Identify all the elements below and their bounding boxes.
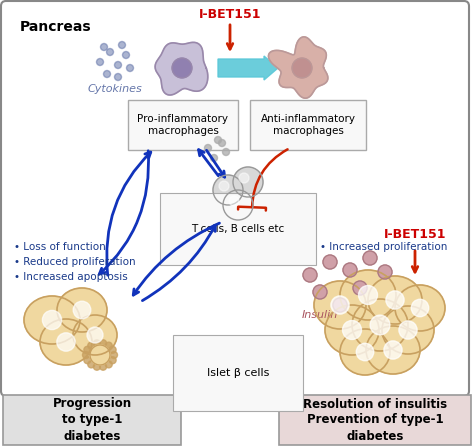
Circle shape: [172, 58, 192, 78]
Circle shape: [118, 42, 126, 49]
Circle shape: [229, 196, 239, 206]
Circle shape: [323, 255, 337, 269]
Circle shape: [343, 263, 357, 277]
Circle shape: [107, 49, 113, 55]
Text: Anti-inflammatory
macrophages: Anti-inflammatory macrophages: [261, 114, 356, 136]
Circle shape: [88, 361, 95, 368]
Polygon shape: [155, 42, 208, 95]
Ellipse shape: [366, 326, 420, 374]
FancyBboxPatch shape: [128, 100, 238, 150]
Circle shape: [233, 167, 263, 197]
Ellipse shape: [340, 329, 390, 375]
Circle shape: [215, 136, 221, 143]
Circle shape: [313, 285, 327, 299]
Circle shape: [222, 148, 229, 156]
Circle shape: [115, 73, 121, 80]
Circle shape: [303, 268, 317, 282]
Ellipse shape: [314, 281, 366, 329]
Circle shape: [213, 175, 243, 205]
Circle shape: [110, 351, 118, 358]
Ellipse shape: [57, 288, 107, 332]
Circle shape: [331, 296, 349, 314]
Circle shape: [127, 64, 134, 72]
Circle shape: [210, 155, 218, 161]
Text: Resolution of insulitis
Prevention of type-1
diabetes: Resolution of insulitis Prevention of ty…: [303, 397, 447, 443]
Circle shape: [82, 351, 90, 358]
Ellipse shape: [352, 299, 408, 351]
Ellipse shape: [368, 276, 422, 324]
Text: Pancreas: Pancreas: [20, 20, 91, 34]
Text: I-BET151: I-BET151: [199, 8, 261, 21]
Text: Cytokines: Cytokines: [88, 84, 143, 94]
Circle shape: [356, 343, 374, 361]
Ellipse shape: [382, 306, 434, 354]
Circle shape: [93, 340, 100, 347]
Circle shape: [100, 340, 107, 347]
Circle shape: [115, 62, 121, 68]
Circle shape: [386, 291, 404, 309]
Circle shape: [73, 301, 91, 319]
FancyBboxPatch shape: [1, 1, 469, 396]
Circle shape: [100, 43, 108, 51]
Circle shape: [358, 286, 377, 304]
Circle shape: [292, 58, 312, 78]
Circle shape: [122, 51, 129, 59]
Polygon shape: [268, 37, 328, 98]
Circle shape: [100, 363, 107, 370]
Text: I-BET151: I-BET151: [384, 228, 446, 241]
Text: • Loss of function
• Reduced proliferation
• Increased apoptosis: • Loss of function • Reduced proliferati…: [14, 242, 136, 282]
Circle shape: [87, 327, 103, 343]
Circle shape: [239, 173, 249, 183]
Circle shape: [411, 299, 429, 317]
Circle shape: [109, 346, 116, 353]
Circle shape: [378, 265, 392, 279]
FancyArrow shape: [218, 56, 278, 80]
Circle shape: [42, 310, 62, 329]
Ellipse shape: [40, 319, 92, 365]
Text: Pro-inflammatory
macrophages: Pro-inflammatory macrophages: [137, 114, 228, 136]
Circle shape: [363, 251, 377, 265]
Circle shape: [103, 71, 110, 77]
Circle shape: [204, 144, 211, 152]
Circle shape: [105, 361, 112, 368]
Circle shape: [88, 342, 95, 349]
Circle shape: [84, 346, 91, 353]
Text: Progression
to type-1
diabetes: Progression to type-1 diabetes: [53, 397, 132, 443]
FancyBboxPatch shape: [250, 100, 366, 150]
Circle shape: [105, 342, 112, 349]
Circle shape: [219, 181, 229, 191]
Text: • Increased proliferation: • Increased proliferation: [320, 242, 447, 252]
Text: Islet β cells: Islet β cells: [207, 368, 269, 378]
Circle shape: [97, 59, 103, 66]
Circle shape: [370, 315, 390, 335]
Ellipse shape: [325, 305, 379, 355]
Circle shape: [90, 345, 110, 365]
Ellipse shape: [340, 270, 396, 320]
Circle shape: [353, 281, 367, 295]
Text: Insulin: Insulin: [302, 310, 338, 320]
FancyBboxPatch shape: [279, 395, 471, 445]
Ellipse shape: [24, 296, 80, 344]
Circle shape: [399, 321, 417, 339]
Text: T cells, B cells etc: T cells, B cells etc: [191, 224, 284, 234]
Circle shape: [93, 363, 100, 370]
Circle shape: [223, 190, 253, 220]
Circle shape: [384, 341, 402, 359]
Circle shape: [57, 333, 75, 351]
Circle shape: [333, 298, 347, 312]
Circle shape: [343, 320, 362, 340]
Ellipse shape: [73, 315, 117, 355]
Circle shape: [109, 357, 116, 364]
Circle shape: [84, 357, 91, 364]
Circle shape: [219, 139, 226, 147]
FancyBboxPatch shape: [3, 395, 181, 445]
Ellipse shape: [395, 285, 445, 331]
